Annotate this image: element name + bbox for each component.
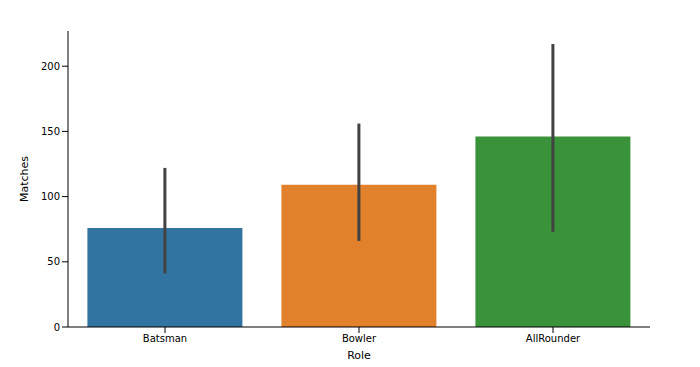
svg-text:0: 0 bbox=[54, 322, 60, 333]
svg-text:Batsman: Batsman bbox=[143, 333, 187, 344]
svg-text:50: 50 bbox=[47, 256, 60, 267]
svg-text:150: 150 bbox=[41, 126, 60, 137]
svg-text:100: 100 bbox=[41, 191, 60, 202]
svg-text:AllRounder: AllRounder bbox=[526, 333, 581, 344]
svg-text:Bowler: Bowler bbox=[342, 333, 377, 344]
svg-text:Role: Role bbox=[347, 349, 371, 362]
svg-text:200: 200 bbox=[41, 61, 60, 72]
svg-text:Matches: Matches bbox=[18, 156, 31, 202]
